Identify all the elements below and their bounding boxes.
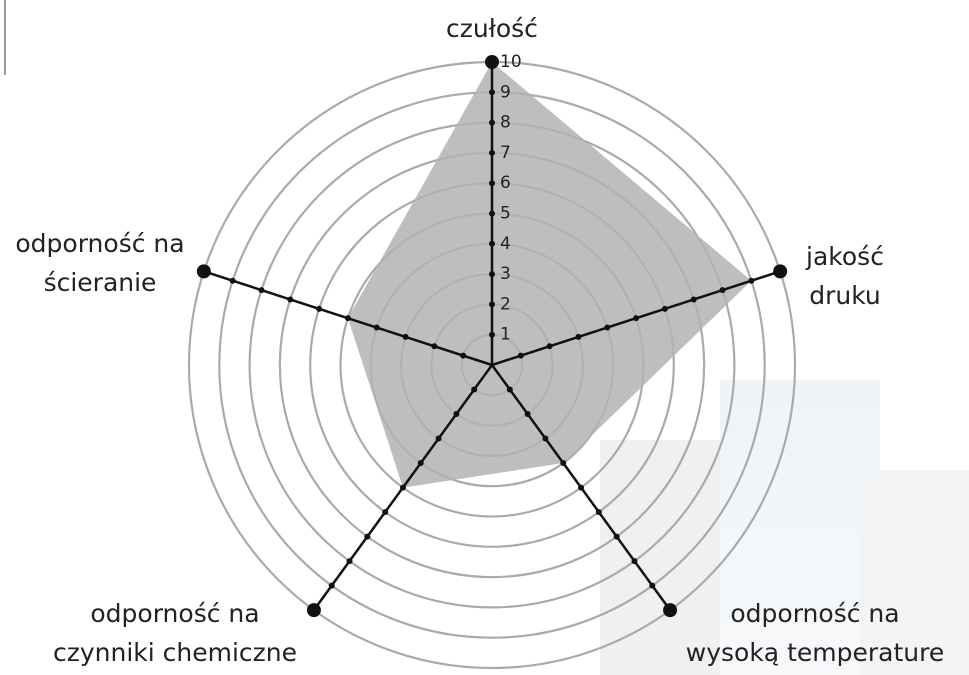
axis-label: czułość — [446, 14, 538, 43]
axis-label: odporność na — [730, 599, 899, 628]
tick-dot — [720, 287, 726, 293]
tick-dot — [575, 334, 581, 340]
tick-dot — [418, 460, 424, 466]
tick-label: 6 — [500, 173, 511, 193]
tick-dot — [525, 411, 531, 417]
tick-dot — [507, 387, 513, 393]
tick-dot — [258, 287, 264, 293]
tick-label: 4 — [500, 234, 511, 254]
tick-dot — [604, 325, 610, 331]
tick-dot — [382, 509, 388, 515]
tick-dot — [489, 120, 495, 126]
axis-label: odporność na — [90, 599, 259, 628]
tick-dot — [403, 334, 409, 340]
axis-end — [485, 55, 499, 69]
tick-dot — [518, 353, 524, 359]
tick-dot — [649, 583, 655, 589]
tick-label: 7 — [500, 143, 511, 163]
tick-label: 2 — [500, 294, 511, 314]
tick-label: 10 — [500, 52, 522, 72]
tick-dot — [471, 387, 477, 393]
tick-dot — [329, 583, 335, 589]
tick-label: 8 — [500, 113, 511, 133]
axis-label: odporność na — [15, 229, 184, 258]
tick-dot — [547, 343, 553, 349]
tick-dot — [691, 296, 697, 302]
tick-label: 1 — [500, 325, 511, 345]
tick-dot — [347, 558, 353, 564]
axis-end — [663, 603, 677, 617]
tick-dot — [614, 534, 620, 540]
tick-dot — [374, 325, 380, 331]
tick-dot — [631, 558, 637, 564]
tick-dot — [578, 485, 584, 491]
background-shape — [720, 380, 880, 675]
tick-dot — [662, 306, 668, 312]
axis-label: czynniki chemiczne — [53, 638, 297, 667]
tick-dot — [436, 436, 442, 442]
tick-dot — [453, 411, 459, 417]
axis-end — [307, 603, 321, 617]
tick-dot — [489, 89, 495, 95]
tick-dot — [489, 301, 495, 307]
data-area — [348, 62, 751, 488]
tick-label: 9 — [500, 82, 511, 102]
tick-dot — [489, 211, 495, 217]
tick-label: 3 — [500, 264, 511, 284]
tick-dot — [230, 278, 236, 284]
tick-dot — [542, 436, 548, 442]
tick-dot — [489, 332, 495, 338]
tick-dot — [489, 271, 495, 277]
axis-label: ścieranie — [44, 268, 157, 297]
tick-dot — [596, 509, 602, 515]
chart: 1 2 3 4 5 6 7 8 9 10 czułość jakość druku odporność n… — [0, 0, 969, 675]
tick-dot — [431, 343, 437, 349]
tick-dot — [345, 315, 351, 321]
axis-end — [773, 264, 787, 278]
axis-label: jakość — [805, 242, 884, 271]
tick-dot — [489, 241, 495, 247]
tick-dot — [489, 180, 495, 186]
tick-label: 5 — [500, 204, 511, 224]
tick-dot — [460, 353, 466, 359]
tick-dot — [400, 485, 406, 491]
tick-dot — [633, 315, 639, 321]
axis-label: wysoką temperature — [686, 638, 944, 667]
axis-label: druku — [809, 281, 881, 310]
axis-end — [197, 264, 211, 278]
tick-dot — [364, 534, 370, 540]
tick-dot — [748, 278, 754, 284]
tick-dot — [287, 296, 293, 302]
tick-dot — [560, 460, 566, 466]
tick-dot — [489, 150, 495, 156]
tick-dot — [316, 306, 322, 312]
